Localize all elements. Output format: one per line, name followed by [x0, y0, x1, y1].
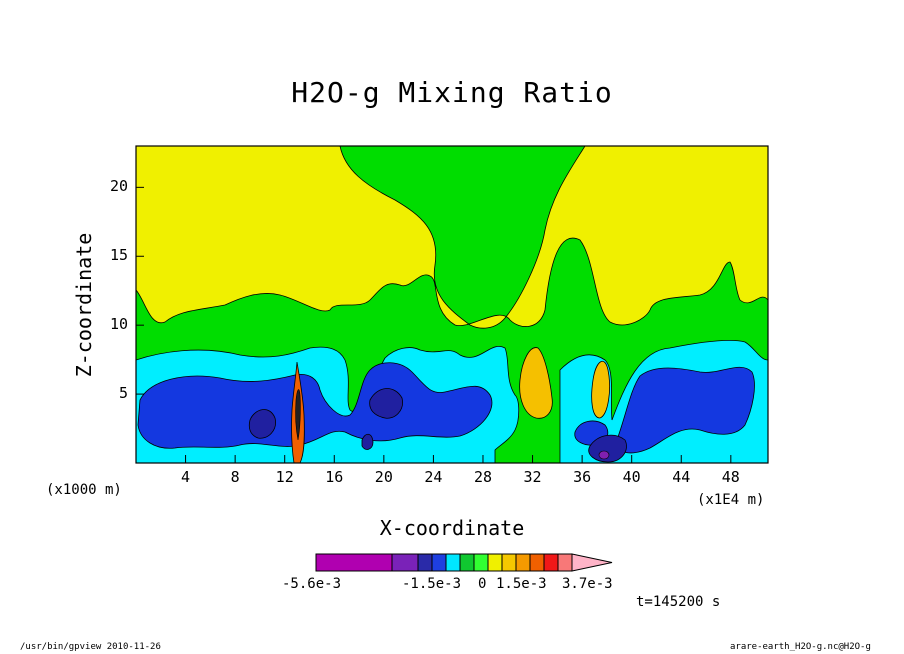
- blue-band-contour: [137, 362, 493, 449]
- y-tick-label: 10: [109, 315, 128, 334]
- x-tick-label: 8: [230, 468, 240, 486]
- colorbar-cell: [473, 553, 489, 572]
- colorbar-cell: [459, 553, 475, 572]
- colorbar-cell: [557, 553, 573, 572]
- x-tick-label: 12: [275, 468, 294, 486]
- blue-band-right-contour: [614, 366, 755, 454]
- x-tick-label: 40: [622, 468, 641, 486]
- x-tick-label: 36: [573, 468, 592, 486]
- colorbar-tick-label: -1.5e-3: [402, 576, 462, 592]
- footer-right: arare-earth_H2O-g.nc@H2O-g: [730, 642, 871, 652]
- x-tick-label: 28: [473, 468, 492, 486]
- colorbar-cell: [487, 553, 503, 572]
- colorbar-arrow: [571, 553, 613, 572]
- purple-pocket: [598, 450, 610, 460]
- plot-frame: [135, 145, 769, 464]
- y-tick-label: 15: [109, 246, 128, 265]
- x-scale-label: (x1E4 m): [697, 492, 765, 508]
- x-tick-label: 24: [424, 468, 443, 486]
- colorbar-tick-label: 0: [478, 576, 487, 592]
- contour-fields: [136, 146, 768, 463]
- x-axis-label: X-coordinate: [379, 516, 525, 540]
- colorbar-cell: [417, 553, 433, 572]
- x-tick-label: 44: [672, 468, 691, 486]
- darkblue-pocket-4: [361, 433, 374, 450]
- orange-patch-38: [591, 360, 610, 419]
- x-tick-label: 48: [721, 468, 740, 486]
- spike-core: [295, 389, 301, 441]
- colorbar-cell: [515, 553, 531, 572]
- colorbar-cell: [431, 553, 447, 572]
- x-tick-label: 20: [374, 468, 393, 486]
- footer-left: /usr/bin/gpview 2010-11-26: [20, 642, 161, 652]
- colorbar-cell: [529, 553, 545, 572]
- colorbar-tick-label: -5.6e-3: [282, 576, 342, 592]
- yellow-region-contour: [136, 146, 768, 329]
- colorbar-cell: [543, 553, 559, 572]
- x-tick-label: 32: [523, 468, 542, 486]
- y-tick-label: 20: [109, 177, 128, 196]
- colorbar-tick-label: 1.5e-3: [496, 576, 547, 592]
- time-label: t=145200 s: [636, 594, 721, 610]
- colorbar-cell: [315, 553, 393, 572]
- x-tick-label: 4: [181, 468, 191, 486]
- colorbar-cell: [501, 553, 517, 572]
- chart-title: H2O-g Mixing Ratio: [291, 76, 613, 109]
- darkblue-pocket-2: [248, 409, 276, 439]
- darkblue-pocket-3: [588, 434, 627, 463]
- y-tick-marks: [136, 186, 144, 395]
- x-tick-label: 16: [325, 468, 344, 486]
- colorbar: [315, 553, 613, 572]
- colorbar-cell: [445, 553, 461, 572]
- x-unit-label: (x1000 m): [46, 482, 122, 498]
- darkblue-pocket-1: [369, 388, 403, 419]
- x-tick-marks: [185, 455, 732, 463]
- colorbar-tick-label: 3.7e-3: [562, 576, 613, 592]
- y-tick-label: 5: [118, 384, 128, 403]
- orange-patch-32: [519, 347, 553, 419]
- colorbar-cell: [391, 553, 419, 572]
